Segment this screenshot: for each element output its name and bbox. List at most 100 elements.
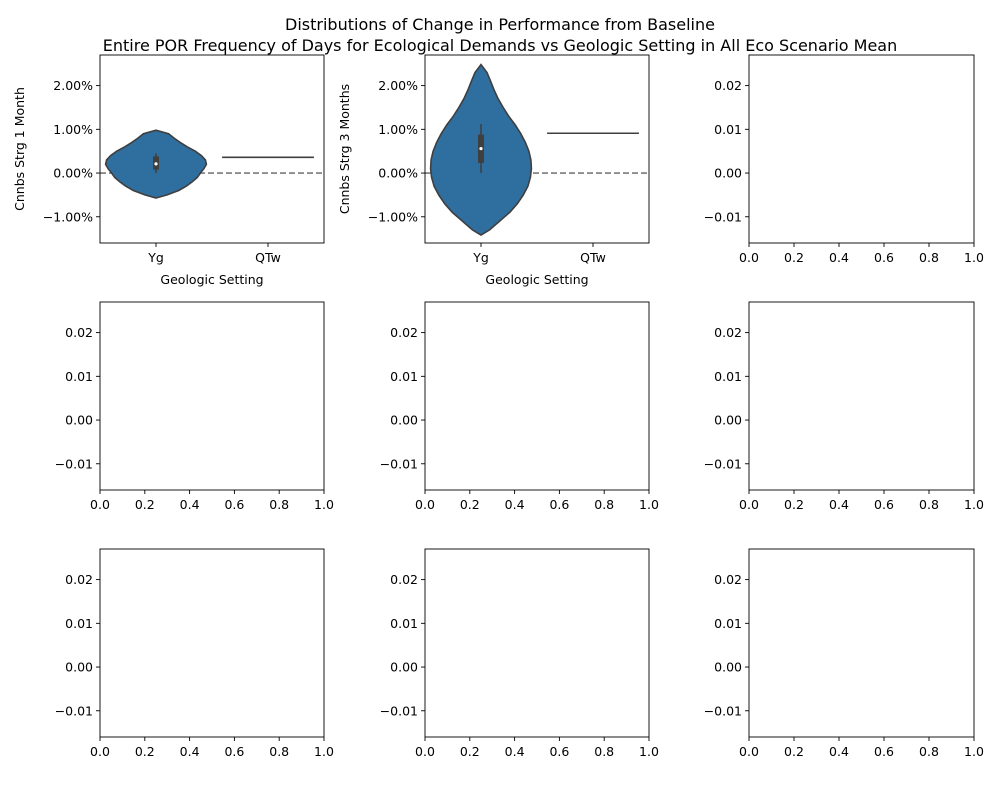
x-tick-label: 1.0 [639, 497, 659, 512]
y-tick-label: 0.00% [53, 166, 93, 181]
y-tick-label: 0.02 [390, 572, 418, 587]
axes-frame [424, 54, 650, 244]
y-tick-label: 0.01 [714, 122, 742, 137]
subplot-1: −1.00% 0.00% 1.00% 2.00% Yg QTw Geologic Setti… [12, 54, 325, 287]
x-tick-label: 0.4 [829, 250, 849, 265]
x-tick-label-Yg: Yg [472, 250, 489, 265]
x-tick-label: 0.4 [829, 497, 849, 512]
subplot-5: −0.01 0.00 0.01 0.02 0.0 0.2 0.4 0.6 0.8 1.0 [380, 301, 659, 512]
y-tick-label: −0.01 [380, 703, 418, 718]
x-tick-label: 0.4 [180, 497, 200, 512]
subplot-3: −0.01 0.00 0.01 0.02 0.0 0.2 0.4 0.6 0.8 1.0 [704, 54, 984, 265]
y-tick-label: 0.02 [714, 572, 742, 587]
y-tick-label: 0.00 [65, 660, 93, 675]
y-tick-label: 0.00% [378, 166, 418, 181]
x-tick-label: 0.0 [415, 744, 435, 759]
y-tick-label: −1.00% [368, 209, 418, 224]
y-tick-label: −1.00% [43, 209, 93, 224]
x-tick-label: 1.0 [314, 744, 334, 759]
x-tick-label: 0.8 [919, 497, 939, 512]
x-tick-label: 1.0 [639, 744, 659, 759]
x-tick-label: 0.4 [180, 744, 200, 759]
x-tick-label: 0.8 [594, 497, 614, 512]
x-tick-label-QTw: QTw [580, 250, 606, 265]
x-tick-label: 0.2 [460, 744, 480, 759]
figure-title-line-2: Entire POR Frequency of Days for Ecologi… [103, 36, 897, 55]
x-tick-label: 0.4 [829, 744, 849, 759]
x-tick-label: 1.0 [964, 497, 984, 512]
y-tick-label: 2.00% [378, 78, 418, 93]
x-tick-label: 0.4 [505, 497, 525, 512]
x-tick-label: 0.8 [269, 744, 289, 759]
y-tick-label: 0.01 [390, 616, 418, 631]
subplot-grid: −1.00% 0.00% 1.00% 2.00% Yg QTw Geologic Setti… [12, 54, 984, 759]
x-tick-label: 0.6 [224, 497, 244, 512]
figure-title-line-1: Distributions of Change in Performance f… [285, 15, 715, 34]
x-tick-label: 0.4 [505, 744, 525, 759]
y-tick-label: 0.01 [714, 369, 742, 384]
x-tick-label: 0.8 [919, 250, 939, 265]
x-tick-label: 1.0 [314, 497, 334, 512]
y-tick-label: 0.02 [65, 572, 93, 587]
x-tick-label: 0.0 [90, 497, 110, 512]
x-tick-label: 0.6 [224, 744, 244, 759]
x-tick-label: 0.2 [460, 497, 480, 512]
x-tick-label: 0.2 [784, 744, 804, 759]
y-tick-label: 0.02 [390, 325, 418, 340]
x-tick-label: 0.6 [874, 250, 894, 265]
y-tick-label: 0.00 [390, 413, 418, 428]
subplot-8: −0.01 0.00 0.01 0.02 0.0 0.2 0.4 0.6 0.8 1.0 [380, 548, 659, 759]
x-tick-label: 0.0 [415, 497, 435, 512]
x-tick-label-Yg: Yg [147, 250, 164, 265]
y-tick-label: 0.02 [714, 325, 742, 340]
x-tick-label: 0.2 [135, 744, 155, 759]
x-tick-label: 0.6 [549, 744, 569, 759]
x-tick-label: 0.0 [739, 250, 759, 265]
x-tick-label: 1.0 [964, 744, 984, 759]
x-tick-label: 0.0 [90, 744, 110, 759]
axes-frame [99, 548, 325, 738]
y-tick-label: −0.01 [380, 456, 418, 471]
x-tick-label: 0.2 [784, 497, 804, 512]
y-tick-label: −0.01 [704, 456, 742, 471]
y-axis-label: Cnnbs Strg 1 Month [12, 87, 27, 211]
y-tick-label: 0.00 [65, 413, 93, 428]
subplot-4: −0.01 0.00 0.01 0.02 0.0 0.2 0.4 0.6 0.8 1.0 [55, 301, 334, 512]
x-axis-label: Geologic Setting [485, 272, 588, 287]
median-point-Yg [154, 162, 158, 166]
y-tick-label: 0.01 [65, 616, 93, 631]
y-axis-label: Cnnbs Strg 3 Months [337, 84, 352, 214]
y-tick-label: −0.01 [55, 703, 93, 718]
x-tick-label-QTw: QTw [255, 250, 281, 265]
x-tick-label: 0.6 [874, 744, 894, 759]
y-tick-label: 0.00 [714, 166, 742, 181]
subplot-6: −0.01 0.00 0.01 0.02 0.0 0.2 0.4 0.6 0.8 1.0 [704, 301, 984, 512]
x-axis-label: Geologic Setting [160, 272, 263, 287]
median-point-Yg [479, 146, 483, 151]
x-tick-label: 0.8 [269, 497, 289, 512]
subplot-2: −1.00% 0.00% 1.00% 2.00% Yg QTw Geologic Setti… [337, 54, 650, 287]
axes-frame [424, 548, 650, 738]
subplot-7: −0.01 0.00 0.01 0.02 0.0 0.2 0.4 0.6 0.8 1.0 [55, 548, 334, 759]
x-tick-label: 0.0 [739, 497, 759, 512]
y-tick-label: 0.02 [65, 325, 93, 340]
x-tick-label: 0.2 [135, 497, 155, 512]
axes-frame [748, 301, 975, 491]
axes-frame [748, 54, 975, 244]
y-tick-label: 1.00% [378, 122, 418, 137]
axes-frame [99, 301, 325, 491]
x-tick-label: 0.0 [739, 744, 759, 759]
x-tick-label: 0.8 [594, 744, 614, 759]
y-tick-label: −0.01 [704, 209, 742, 224]
subplot-9: −0.01 0.00 0.01 0.02 0.0 0.2 0.4 0.6 0.8 1.0 [704, 548, 984, 759]
y-tick-label: 0.01 [390, 369, 418, 384]
axes-frame [748, 548, 975, 738]
axes-frame [424, 301, 650, 491]
x-tick-label: 0.2 [784, 250, 804, 265]
x-tick-label: 0.8 [919, 744, 939, 759]
y-tick-label: −0.01 [704, 703, 742, 718]
x-tick-label: 1.0 [964, 250, 984, 265]
y-tick-label: 0.01 [714, 616, 742, 631]
y-tick-label: 0.00 [714, 660, 742, 675]
